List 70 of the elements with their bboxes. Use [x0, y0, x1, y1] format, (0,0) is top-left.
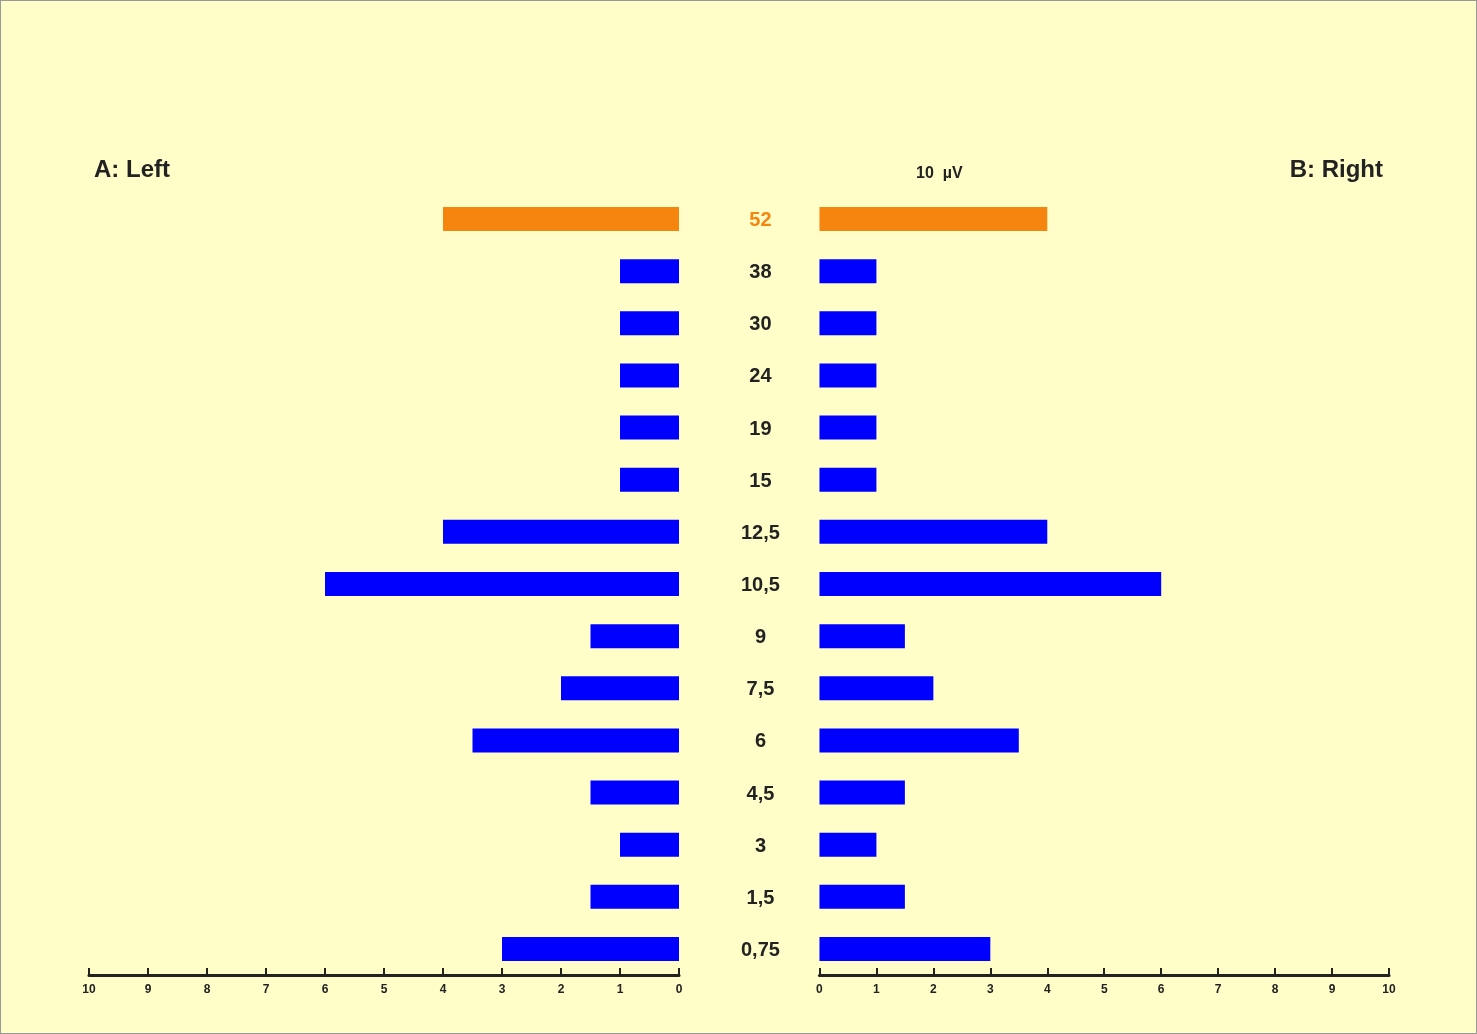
- y-tick-label: 10,5: [740, 573, 780, 595]
- bar: [620, 832, 679, 857]
- x-tick-label: 5: [380, 982, 388, 996]
- x-tick-label: 3: [986, 982, 994, 996]
- y-tick-label: 15: [749, 468, 772, 491]
- y-tick-label: 19: [749, 416, 772, 439]
- bar: [620, 415, 679, 440]
- x-tick-label: 4: [1043, 982, 1051, 996]
- y-tick-label: 6: [754, 729, 767, 752]
- x-tick-label: 0: [816, 982, 824, 996]
- bar: [819, 728, 1019, 753]
- y-tick-label: 3: [754, 833, 767, 856]
- y-tick-label: 38: [749, 260, 772, 283]
- x-tick-label: 3: [498, 982, 506, 996]
- bar: [620, 259, 679, 284]
- x-tick-label: 4: [439, 982, 447, 996]
- y-tick-label: 30: [749, 312, 772, 335]
- bar: [590, 624, 679, 649]
- bar: [819, 884, 905, 909]
- bar: [819, 676, 934, 701]
- bar: [819, 207, 1048, 232]
- bar: [620, 311, 679, 336]
- bar: [620, 467, 679, 492]
- x-tick-label: 2: [930, 982, 938, 996]
- bar: [819, 832, 877, 857]
- y-tick-label: 7,5: [746, 677, 775, 700]
- text: 10 µV: [916, 163, 963, 181]
- y-tick-label: 9: [754, 625, 767, 648]
- x-tick-label: 6: [321, 982, 329, 996]
- chart-title: A: Left: [94, 154, 170, 182]
- x-tick-label: 1: [616, 982, 624, 996]
- x-tick-label: 2: [557, 982, 565, 996]
- x-tick-label: 1: [873, 982, 881, 996]
- x-tick-label: 5: [1100, 982, 1108, 996]
- bar: [590, 780, 679, 805]
- bar: [819, 311, 877, 336]
- x-tick-label: 9: [144, 982, 152, 996]
- bar: [819, 415, 877, 440]
- bar: [819, 363, 877, 388]
- x-tick-label: 10: [82, 982, 96, 996]
- bar: [325, 572, 679, 596]
- bar: [443, 519, 679, 544]
- bar: [819, 572, 1162, 596]
- bar: [443, 207, 679, 232]
- y-tick-label: 0,75: [740, 937, 780, 960]
- bar: [561, 676, 679, 701]
- x-tick-label: 10: [1382, 982, 1396, 996]
- x-tick-label: 7: [262, 982, 270, 996]
- bar: [502, 936, 679, 961]
- y-tick-label: 1,5: [746, 885, 775, 908]
- bar: [819, 780, 905, 805]
- x-tick-label: 8: [203, 982, 211, 996]
- chart-title: B: Right: [1289, 154, 1384, 182]
- y-tick-label: 52: [749, 208, 772, 231]
- x-tick-label: 9: [1328, 982, 1336, 996]
- bar: [819, 519, 1048, 544]
- y-tick-label: 12,5: [740, 520, 780, 543]
- x-tick-label: 0: [675, 982, 683, 996]
- bar: [819, 936, 991, 961]
- bar: [620, 363, 679, 388]
- x-tick-label: 7: [1214, 982, 1222, 996]
- bar: [819, 624, 905, 649]
- y-tick-label: 4,5: [746, 781, 775, 804]
- bar: [819, 467, 877, 492]
- x-tick-label: 8: [1271, 982, 1279, 996]
- y-tick-label: 24: [749, 364, 773, 387]
- bar: [819, 259, 877, 284]
- bar: [590, 884, 679, 909]
- x-tick-label: 6: [1157, 982, 1165, 996]
- bar: [472, 728, 679, 753]
